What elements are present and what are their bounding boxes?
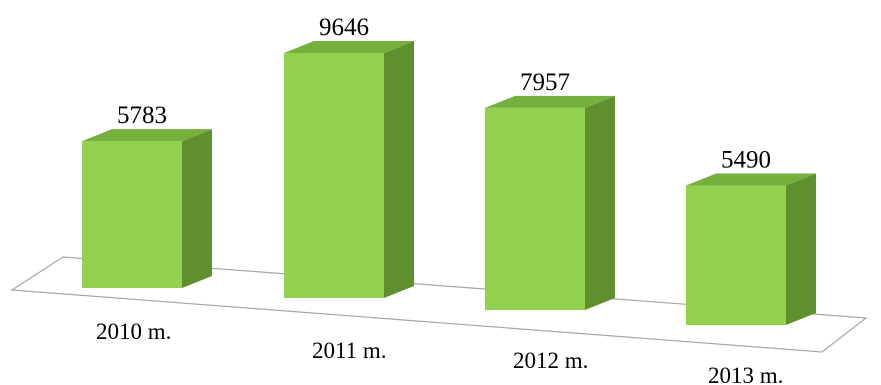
bar-side-face [786,173,816,325]
bar [686,173,816,325]
x-tick-label: 2013 m. [708,363,783,385]
bar-front-face [284,52,384,298]
bar-side-face [585,95,615,310]
bars-group [82,40,816,325]
x-tick-label: 2012 m. [513,348,588,373]
bar-top-face [82,129,212,142]
data-label: 7957 [520,69,570,96]
bar [485,95,615,310]
category-labels-group: 2010 m. 2011 m. 2012 m. 2013 m. [96,319,783,385]
x-tick-label: 2010 m. [96,319,171,344]
floor-plane [10,256,868,353]
bar-side-face [182,129,212,288]
bar-front-face [82,141,182,288]
bar-top-face [686,173,816,186]
bar-side-face [384,40,414,298]
bar-front-face [686,185,786,325]
data-label: 5783 [117,102,167,129]
x-tick-label: 2011 m. [312,338,387,363]
data-label: 9646 [319,14,369,41]
bar-top-face [485,95,615,108]
data-label: 5490 [721,147,771,174]
bar [82,129,212,288]
bar-front-face [485,107,585,310]
bar [284,40,414,298]
value-labels-group: 5783 9646 7957 5490 [117,14,771,174]
bar-top-face [284,40,414,53]
